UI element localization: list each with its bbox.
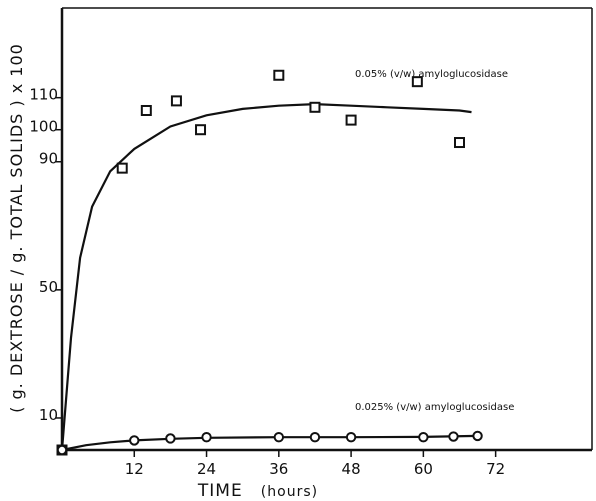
x-tick-label: 72 <box>486 460 505 478</box>
data-point-square <box>454 137 465 149</box>
data-point-circle <box>273 431 285 443</box>
y-tick-label: 110 <box>29 86 58 104</box>
series-label-0.05: 0.05% (v/w) amyloglucosidase <box>355 69 508 80</box>
data-point-circle <box>129 435 140 446</box>
y-tick-label: 10 <box>39 406 58 424</box>
x-tick-label: 60 <box>414 460 433 478</box>
x-tick-label: 24 <box>197 460 216 478</box>
y-axis-title: ( g. DEXTROSE / g. TOTAL SOLIDS ) x 100 <box>7 43 26 413</box>
x-axis-title-main: TIME <box>197 481 243 501</box>
x-axis-title-unit: (hours) <box>261 484 318 500</box>
data-point-square <box>140 104 152 116</box>
data-point-circle <box>345 431 357 443</box>
data-point-square <box>116 162 128 174</box>
data-point-square <box>309 101 321 113</box>
data-point-circle <box>165 433 176 444</box>
x-tick-label: 48 <box>342 460 361 478</box>
data-point-square <box>345 114 357 126</box>
series-line-square <box>60 102 472 451</box>
data-point-square <box>273 69 285 81</box>
data-point-circle <box>418 431 429 443</box>
data-point-square <box>170 95 182 107</box>
series-line-circle <box>61 434 478 452</box>
data-point-square <box>195 124 207 136</box>
data-point-circle <box>448 431 459 442</box>
x-axis-title: TIME (hours) <box>197 481 318 501</box>
data-point-circle <box>201 431 212 443</box>
data-point-circle <box>472 430 483 442</box>
x-tick-label: 36 <box>269 460 288 478</box>
data-point-circle <box>309 431 321 443</box>
y-tick-label: 50 <box>39 278 58 296</box>
y-tick-label: 90 <box>39 150 58 168</box>
plot-frame <box>60 7 593 452</box>
x-tick-label: 12 <box>125 460 144 478</box>
data-point-circle <box>56 444 68 456</box>
y-tick-label: 100 <box>29 118 58 136</box>
series-label-0.025: 0.025% (v/w) amyloglucosidase <box>355 402 514 413</box>
data-point-square <box>411 76 423 88</box>
